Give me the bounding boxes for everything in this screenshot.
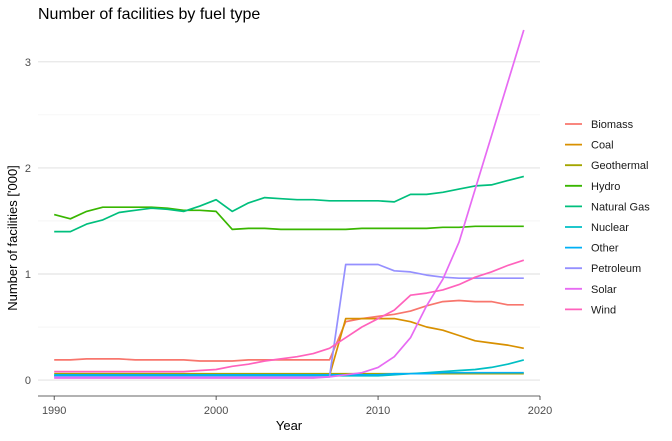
- gridlines: [38, 61, 540, 381]
- y-axis: 0 1 2 3: [25, 57, 31, 387]
- series-line-biomass: [54, 299, 524, 362]
- legend-label: Solar: [591, 284, 617, 296]
- series-line-wind: [54, 259, 525, 373]
- series-line-other: [54, 371, 524, 376]
- y-axis-title: Number of facilities ['000]: [5, 165, 20, 311]
- chart-title: Number of facilities by fuel type: [38, 6, 261, 23]
- legend-label: Biomass: [591, 119, 634, 131]
- x-axis: 1990 2000 2010 2020: [38, 395, 552, 417]
- y-tick-label: 2: [25, 163, 31, 175]
- legend-label: Petroleum: [591, 263, 641, 275]
- y-tick-label: 0: [25, 375, 31, 387]
- x-tick-label: 2000: [204, 405, 228, 417]
- legend-label: Wind: [591, 304, 616, 316]
- legend-label: Nuclear: [591, 222, 629, 234]
- series-line-nuclear: [54, 359, 525, 377]
- series-line-hydro: [53, 206, 524, 231]
- legend-label: Other: [591, 243, 619, 255]
- series-line-solar: [54, 29, 525, 379]
- x-tick-label: 2020: [528, 405, 552, 417]
- y-tick-label: 1: [25, 269, 31, 281]
- legend-label: Hydro: [591, 181, 620, 193]
- legend-label: Geothermal: [591, 160, 648, 172]
- series-lines: [53, 29, 525, 379]
- x-tick-label: 1990: [42, 405, 66, 417]
- series-line-petroleum: [54, 263, 524, 378]
- series-line-natural-gas: [54, 175, 525, 233]
- legend-label: Coal: [591, 140, 614, 152]
- y-tick-label: 3: [25, 57, 31, 69]
- x-axis-title: Year: [276, 418, 303, 433]
- legend: Biomass Coal Geothermal Hydro Natural Gas Nuc…: [565, 119, 650, 316]
- legend-label: Natural Gas: [591, 201, 650, 213]
- x-tick-label: 2010: [366, 405, 390, 417]
